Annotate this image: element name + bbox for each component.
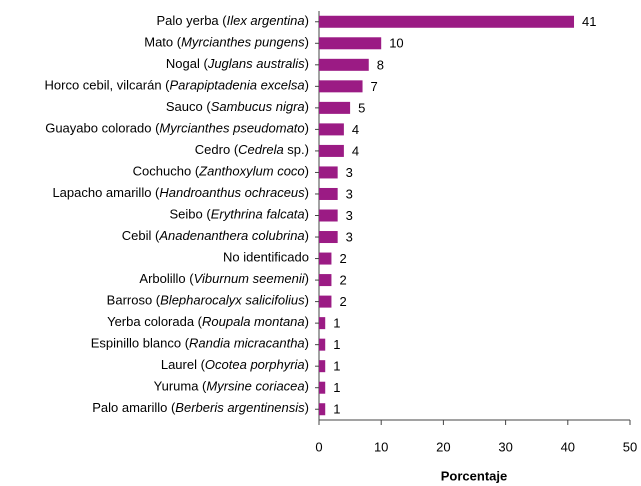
x-axis-label: Porcentaje [441, 468, 507, 483]
y-tick-label: Cebil (Anadenanthera colubrina) [122, 228, 309, 243]
y-tick-label: Yuruma (Myrsine coriacea) [154, 379, 309, 394]
y-tick-label: Guayabo colorado (Myrcianthes pseudomato… [45, 121, 309, 136]
value-label: 41 [582, 14, 596, 29]
bar [319, 274, 332, 287]
value-label: 2 [339, 273, 346, 288]
value-label: 5 [358, 100, 365, 115]
value-label: 3 [346, 229, 353, 244]
value-label: 2 [339, 251, 346, 266]
y-tick-label: Cochucho (Zanthoxylum coco) [133, 164, 309, 179]
bar [319, 231, 338, 244]
y-tick-label: Sauco (Sambucus nigra) [166, 99, 309, 114]
value-label: 2 [339, 294, 346, 309]
value-label: 1 [333, 359, 340, 374]
value-label: 8 [377, 57, 384, 72]
x-tick-label: 0 [315, 439, 322, 454]
bar [319, 80, 363, 93]
x-tick-label: 10 [374, 439, 388, 454]
bar [319, 338, 326, 351]
y-tick-label: Mato (Myrcianthes pungens) [144, 35, 309, 50]
y-tick-label: No identificado [223, 250, 309, 265]
bar [319, 295, 332, 308]
y-tick-label: Barroso (Blepharocalyx salicifolius) [107, 293, 309, 308]
y-tick-label: Palo amarillo (Berberis argentinensis) [92, 401, 309, 416]
value-label: 7 [371, 79, 378, 94]
bar [319, 209, 338, 222]
value-label: 3 [346, 208, 353, 223]
value-label: 1 [333, 337, 340, 352]
x-tick-label: 40 [561, 439, 575, 454]
y-tick-label: Nogal (Juglans australis) [166, 56, 309, 71]
y-tick-label: Laurel (Ocotea porphyria) [161, 358, 309, 373]
value-label: 1 [333, 402, 340, 417]
bar [319, 144, 344, 157]
bar [319, 403, 326, 416]
y-tick-label: Cedro (Cedrela sp.) [195, 142, 309, 157]
bar [319, 166, 338, 179]
bar [319, 123, 344, 136]
x-tick-label: 50 [623, 439, 637, 454]
value-label: 4 [352, 122, 359, 137]
bar [319, 101, 351, 114]
bar [319, 317, 326, 330]
bar [319, 37, 382, 50]
y-tick-label: Yerba colorada (Roupala montana) [107, 315, 309, 330]
value-label: 10 [389, 36, 403, 51]
x-tick-label: 30 [498, 439, 512, 454]
bar [319, 187, 338, 200]
bar [319, 58, 369, 71]
bar [319, 360, 326, 373]
y-tick-label: Palo yerba (Ilex argentina) [157, 13, 310, 28]
x-tick-label: 20 [436, 439, 450, 454]
y-tick-label: Seibo (Erythrina falcata) [170, 207, 309, 222]
value-label: 3 [346, 186, 353, 201]
y-tick-label: Arbolillo (Viburnum seemenii) [139, 272, 309, 287]
y-tick-label: Horco cebil, vilcarán (Parapiptadenia ex… [45, 78, 310, 93]
y-tick-label: Espinillo blanco (Randia micracantha) [91, 336, 309, 351]
bar [319, 15, 575, 28]
value-label: 4 [352, 143, 359, 158]
y-tick-label: Lapacho amarillo (Handroanthus ochraceus… [52, 185, 309, 200]
bar [319, 381, 326, 394]
value-label: 1 [333, 380, 340, 395]
bar [319, 252, 332, 265]
value-label: 3 [346, 165, 353, 180]
value-label: 1 [333, 316, 340, 331]
